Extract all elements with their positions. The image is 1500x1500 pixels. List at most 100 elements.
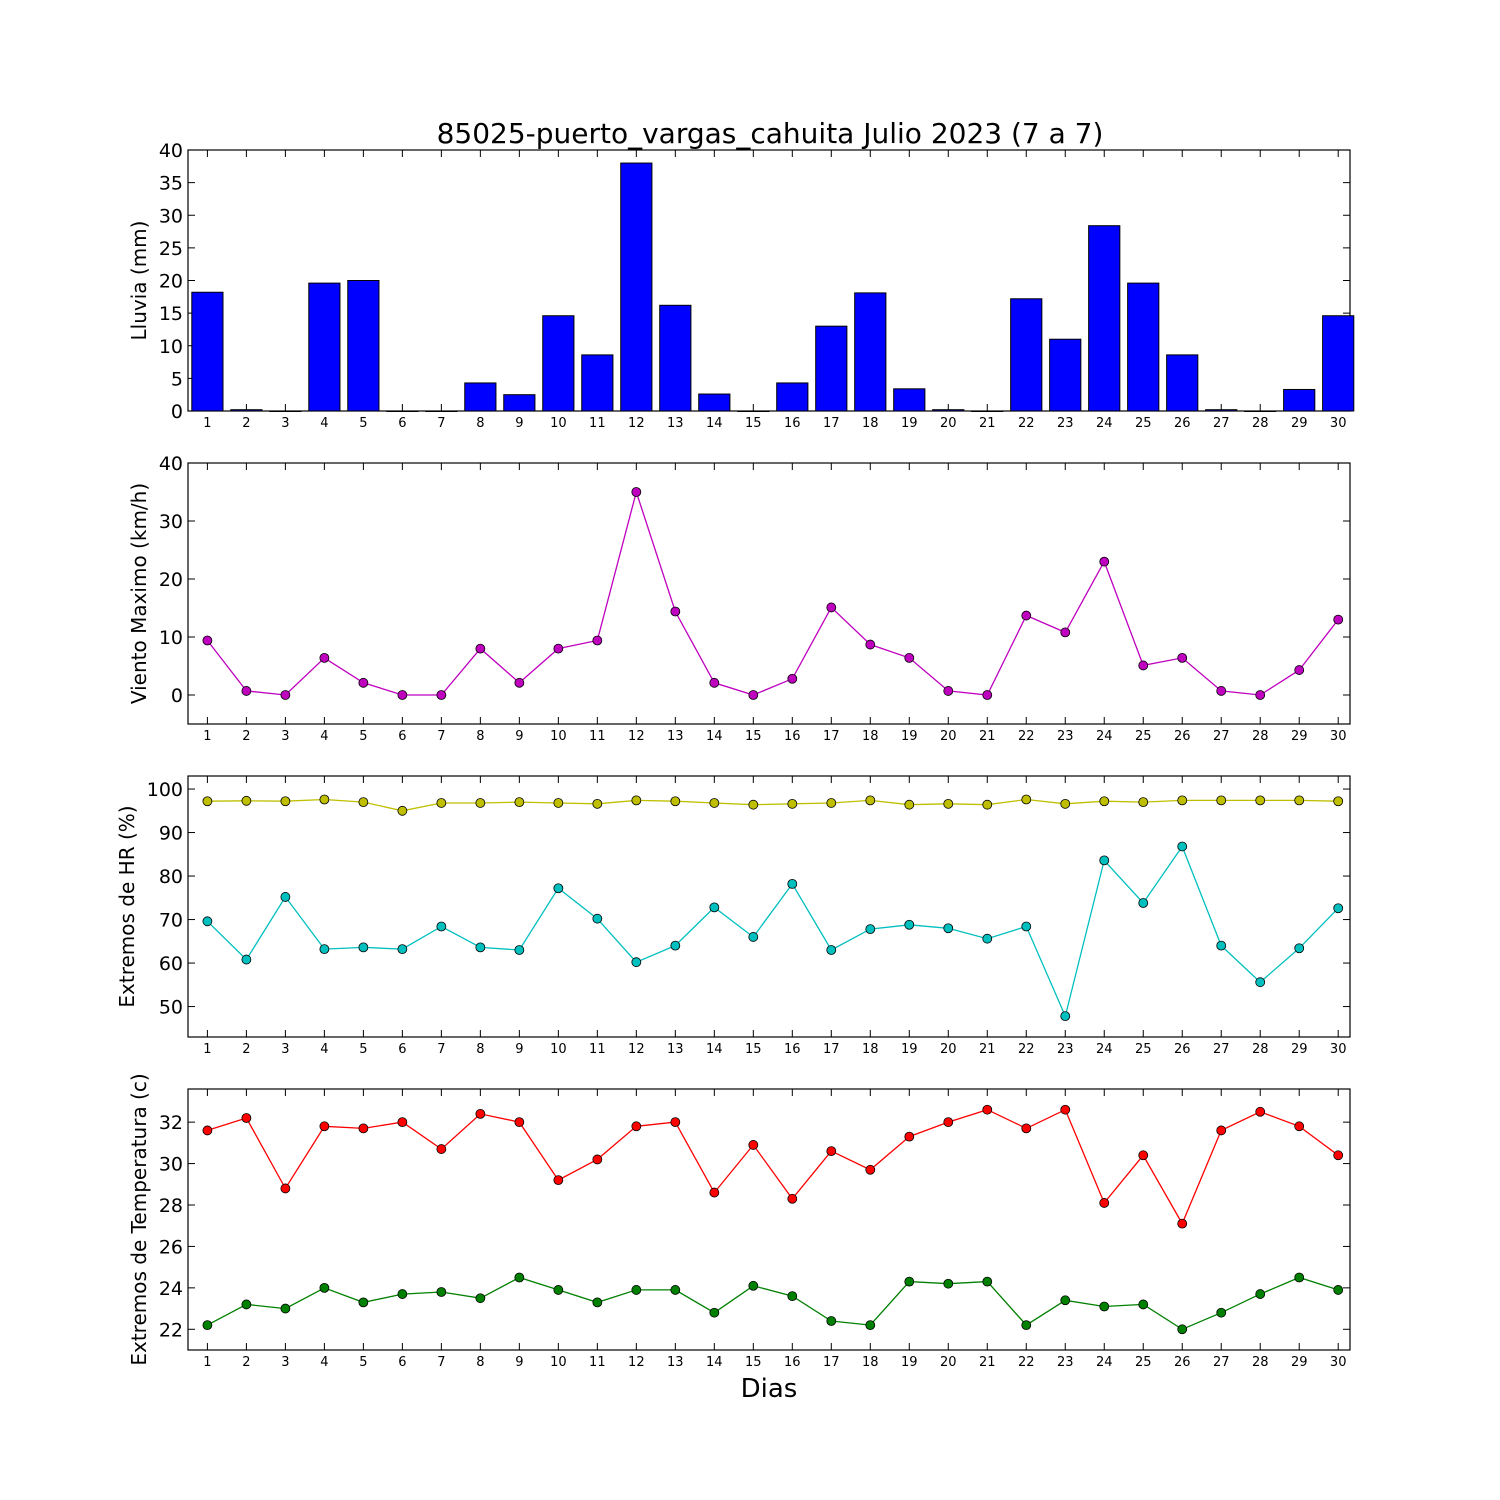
x-tick-label: 10 xyxy=(550,1355,567,1370)
data-point xyxy=(904,919,915,930)
data-point xyxy=(904,799,915,810)
data-point xyxy=(826,1316,837,1326)
series-line xyxy=(207,1108,1339,1226)
x-tick-label: 13 xyxy=(667,1355,684,1370)
x-tick-label: 20 xyxy=(940,729,957,744)
x-tick-label: 18 xyxy=(862,416,879,431)
y-tick-label: 30 xyxy=(159,205,183,227)
x-tick-label: 23 xyxy=(1057,729,1074,744)
data-point xyxy=(1216,940,1227,951)
x-tick-label: 23 xyxy=(1057,1355,1074,1370)
data-point xyxy=(475,798,486,808)
data-point xyxy=(1333,614,1344,625)
x-tick-label: 7 xyxy=(437,1042,445,1057)
data-point xyxy=(514,1272,525,1283)
data-point xyxy=(943,686,954,696)
y-axis-label: Viento Maximo (km/h) xyxy=(127,483,151,704)
series-line xyxy=(207,1276,1339,1331)
data-point xyxy=(1177,1218,1188,1229)
x-tick-label: 16 xyxy=(784,1042,801,1057)
x-tick-label: 18 xyxy=(862,1355,879,1370)
x-tick-label: 21 xyxy=(979,416,996,431)
x-tick-label: 27 xyxy=(1213,1355,1230,1370)
data-point xyxy=(553,643,564,654)
x-tick-label: 30 xyxy=(1330,416,1347,431)
data-point xyxy=(1216,686,1227,696)
data-point xyxy=(1060,627,1071,638)
y-tick-label: 30 xyxy=(159,511,183,533)
x-tick-label: 12 xyxy=(628,1355,645,1370)
data-point xyxy=(436,921,447,932)
x-tick-label: 30 xyxy=(1330,1042,1347,1057)
data-point xyxy=(709,902,720,913)
bar xyxy=(542,315,575,412)
data-point xyxy=(358,1297,369,1308)
bar xyxy=(1127,282,1160,412)
data-point xyxy=(514,677,525,688)
x-tick-label: 25 xyxy=(1135,729,1152,744)
x-tick-label: 15 xyxy=(745,1355,762,1370)
x-tick-label: 16 xyxy=(784,416,801,431)
data-point xyxy=(358,1123,369,1134)
data-point xyxy=(943,1278,954,1289)
data-point xyxy=(1099,1301,1110,1312)
data-point xyxy=(1333,1150,1344,1161)
y-tick-label: 35 xyxy=(159,173,183,195)
bar xyxy=(1010,298,1043,412)
data-point xyxy=(709,677,720,688)
x-tick-label: 8 xyxy=(476,1355,484,1370)
bar xyxy=(893,388,926,412)
bar xyxy=(503,394,536,412)
data-point xyxy=(787,1193,798,1204)
x-tick-label: 5 xyxy=(359,1355,367,1370)
data-point xyxy=(241,1299,252,1310)
x-tick-label: 17 xyxy=(823,1355,840,1370)
data-point xyxy=(1021,1320,1032,1331)
y-axis-label: Extremos de Temperatura (c) xyxy=(127,1073,151,1365)
x-tick-label: 9 xyxy=(515,1042,523,1057)
data-point xyxy=(475,643,486,654)
x-tick-label: 21 xyxy=(979,729,996,744)
y-tick-label: 5 xyxy=(171,368,183,390)
x-tick-label: 14 xyxy=(706,1355,723,1370)
bar xyxy=(737,410,770,412)
x-axis-label: Dias xyxy=(741,1374,798,1404)
x-tick-label: 7 xyxy=(437,416,445,431)
data-point xyxy=(514,1117,525,1128)
x-tick-label: 29 xyxy=(1291,729,1308,744)
data-point xyxy=(514,797,525,807)
data-point xyxy=(1021,921,1032,932)
data-point xyxy=(943,798,954,809)
x-tick-label: 5 xyxy=(359,1042,367,1057)
data-point xyxy=(1255,690,1266,700)
data-point xyxy=(1255,977,1266,988)
x-tick-label: 2 xyxy=(242,416,250,431)
x-tick-label: 14 xyxy=(706,416,723,431)
data-point xyxy=(1333,796,1344,807)
series-line xyxy=(206,845,1339,1019)
data-point xyxy=(202,635,213,646)
data-point xyxy=(280,892,291,902)
y-tick-label: 0 xyxy=(171,401,183,423)
data-point xyxy=(319,1121,330,1132)
data-point xyxy=(982,1276,993,1287)
data-point xyxy=(1060,1011,1071,1022)
x-tick-label: 4 xyxy=(320,416,328,431)
y-tick-label: 20 xyxy=(159,271,183,293)
y-tick-label: 22 xyxy=(159,1319,183,1341)
x-tick-label: 9 xyxy=(515,729,523,744)
x-tick-label: 6 xyxy=(398,1042,406,1057)
x-tick-label: 1 xyxy=(203,729,211,744)
data-point xyxy=(592,1154,603,1165)
x-tick-label: 27 xyxy=(1213,1042,1230,1057)
x-tick-label: 3 xyxy=(281,1042,289,1057)
x-tick-label: 9 xyxy=(515,416,523,431)
bar xyxy=(1322,315,1355,412)
axes-frame xyxy=(187,462,1351,725)
bar xyxy=(659,304,692,412)
data-point xyxy=(865,1320,876,1331)
data-point xyxy=(1021,1123,1032,1134)
x-tick-label: 25 xyxy=(1135,1042,1152,1057)
data-point xyxy=(397,1289,408,1299)
